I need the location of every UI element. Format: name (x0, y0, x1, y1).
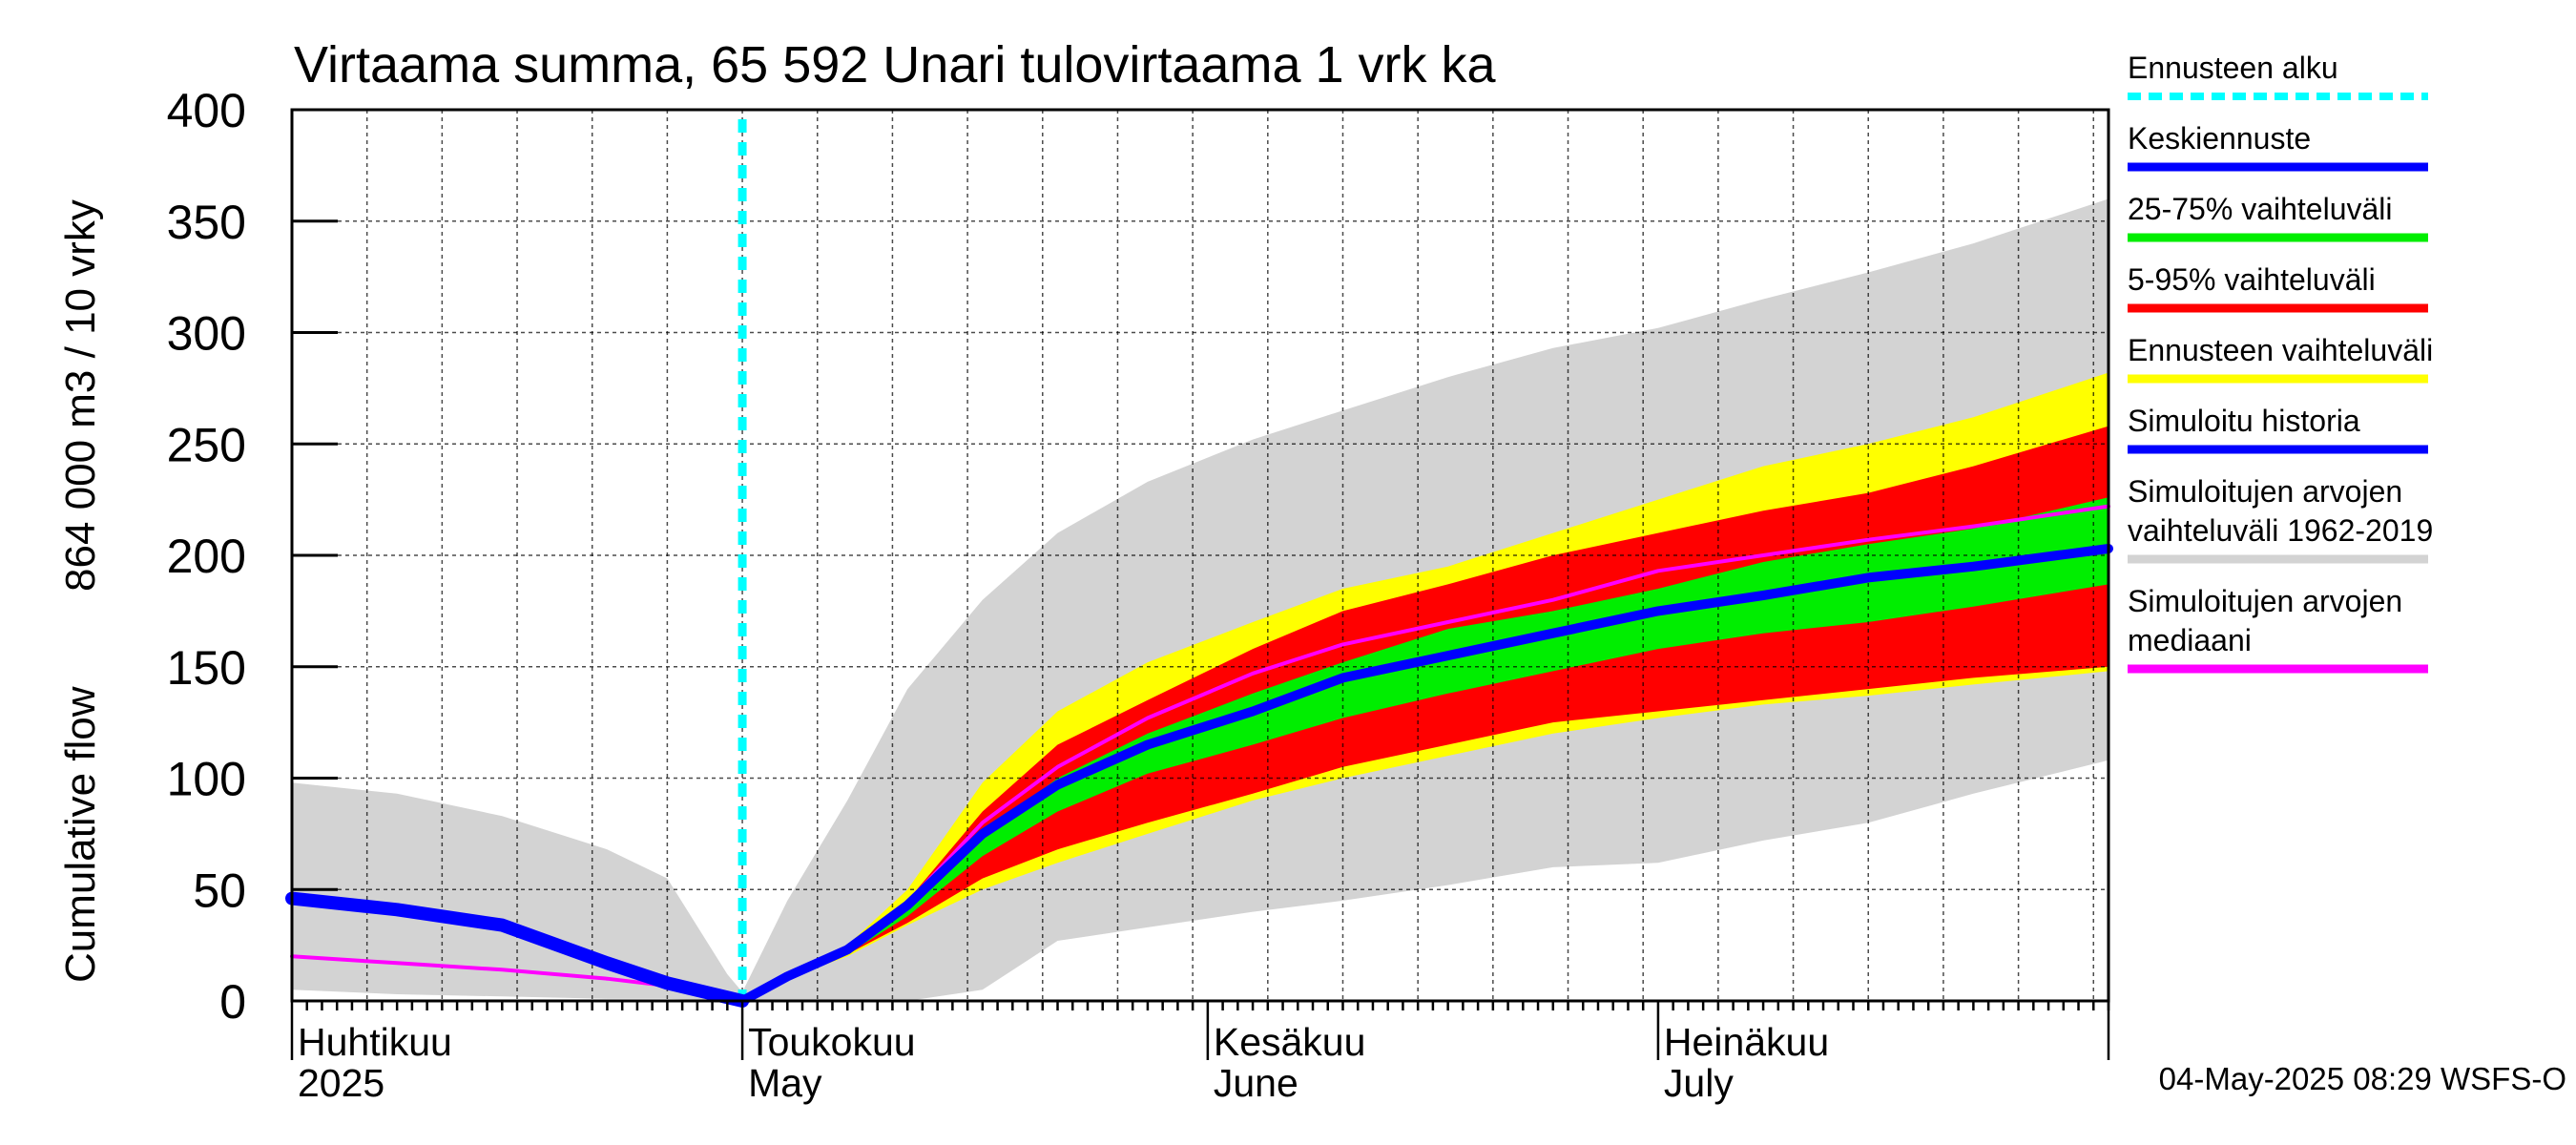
y-tick-label: 350 (167, 196, 246, 249)
timestamp-footer: 04-May-2025 08:29 WSFS-O (2159, 1061, 2566, 1096)
y-axis-label-right: 864 000 m3 / 10 vrky (57, 199, 104, 592)
y-tick-label: 100 (167, 753, 246, 806)
y-tick-label: 200 (167, 530, 246, 583)
y-axis-ticks: 0 50 100 150 200 250 300 350 400 (167, 84, 338, 1029)
band-25-75-vaihteluv-li (742, 497, 2109, 1001)
legend-label: Simuloitujen arvojen (2128, 584, 2402, 618)
month-sublabel: June (1214, 1061, 1298, 1105)
legend-label: Ennusteen alku (2128, 51, 2338, 85)
y-tick-label: 400 (167, 84, 246, 137)
legend-label: mediaani (2128, 623, 2252, 657)
line-simuloitu-historia (285, 891, 750, 1008)
line-keskiennuste (737, 544, 2113, 1006)
legend-label: 25-75% vaihteluväli (2128, 192, 2393, 226)
y-tick-label: 0 (219, 975, 246, 1029)
month-label: Huhtikuu (298, 1020, 452, 1064)
y-tick-label: 50 (193, 864, 246, 917)
month-sublabel: May (748, 1061, 822, 1105)
y-tick-label: 150 (167, 641, 246, 695)
month-label: Kesäkuu (1214, 1020, 1366, 1064)
plot-lines (285, 119, 2113, 1008)
month-sublabel: 2025 (298, 1061, 384, 1105)
line-simuloitujen-arvojen-mediaani (290, 504, 2110, 1003)
legend-label: Simuloitu historia (2128, 404, 2360, 438)
plot-fills (292, 198, 2109, 1002)
band-simuloitujen-arvojen-vaihteluv-li-1962-2019 (292, 198, 2109, 1001)
y-tick-label: 300 (167, 307, 246, 361)
y-tick-label: 250 (167, 418, 246, 471)
legend-label: Ennusteen vaihteluväli (2128, 333, 2433, 367)
month-sublabel: July (1664, 1061, 1734, 1105)
legend-label: 5-95% vaihteluväli (2128, 262, 2376, 297)
legend-label: Keskiennuste (2128, 121, 2311, 156)
chart-title: Virtaama summa, 65 592 Unari tulovirtaam… (294, 36, 1497, 94)
y-axis-label-left: Cumulative flow (57, 686, 104, 983)
month-label: Heinäkuu (1664, 1020, 1829, 1064)
legend: Ennusteen alku Keskiennuste 25-75% vaihtel… (2128, 51, 2433, 674)
month-label: Toukokuu (748, 1020, 916, 1064)
legend-label: vaihteluväli 1962-2019 (2128, 513, 2433, 548)
legend-label: Simuloitujen arvojen (2128, 474, 2402, 509)
